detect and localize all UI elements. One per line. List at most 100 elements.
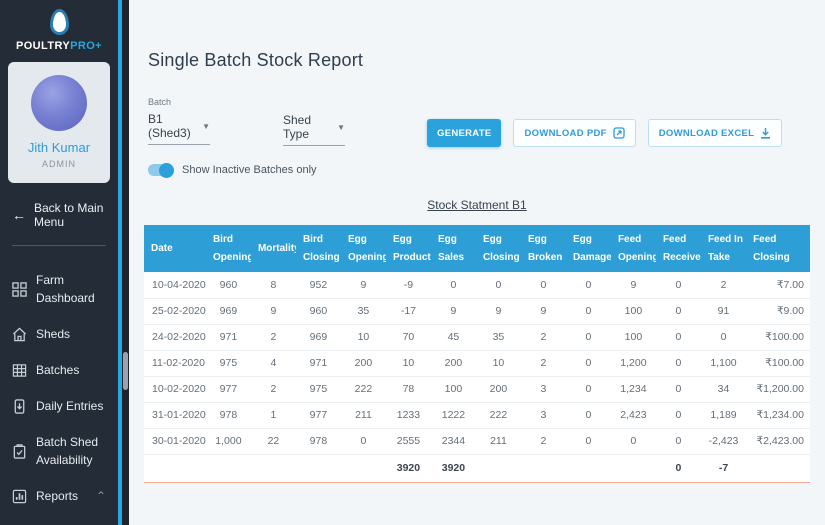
table-cell <box>295 453 341 483</box>
table-cell: -7 <box>700 453 747 483</box>
table-cell: 0 <box>655 428 701 455</box>
sidebar-item-daily-entries[interactable]: Daily Entries <box>0 388 118 424</box>
sidebar-item-label: Batch Shed Availability <box>36 435 99 467</box>
table-cell: 25-02-2020 <box>144 298 206 325</box>
sidebar-menu: Farm Dashboard Sheds Batches Daily Entri… <box>0 254 118 525</box>
table-cell: 971 <box>295 350 341 377</box>
table-cell: ₹7.00 <box>746 272 810 299</box>
table-cell: ₹1,200.00 <box>746 376 810 403</box>
table-row: 24-02-2020 971 2 969 10 70 45 35 2 0 100 0 0 ₹100.00 <box>144 324 810 351</box>
table-cell: 1,234 <box>610 376 656 403</box>
table-cell: 9 <box>340 272 386 299</box>
table-cell: 0 <box>655 324 701 351</box>
table-cell: 969 <box>205 298 251 325</box>
table-cell: 9 <box>475 298 521 325</box>
sidebar-scrollbar[interactable] <box>122 0 129 525</box>
table-cell: 200 <box>340 350 386 377</box>
table-cell: 9 <box>610 272 656 299</box>
table-cell: 0 <box>655 272 701 299</box>
download-pdf-button[interactable]: DOWNLOAD PDF <box>513 119 636 147</box>
table-cell: 0 <box>655 376 701 403</box>
toggle-knob <box>159 162 174 178</box>
table-cell <box>250 453 296 483</box>
table-cell: 211 <box>340 402 386 429</box>
sidebar-item-label: Sheds <box>36 327 71 341</box>
chevron-up-icon[interactable]: ⌃ <box>95 489 106 503</box>
table-cell: 3920 <box>385 453 431 483</box>
profile-card: Jith Kumar ADMIN <box>8 62 110 183</box>
table-cell: 222 <box>475 402 521 429</box>
table-cell: 969 <box>295 324 341 351</box>
main-content: Single Batch Stock Report Batch B1 (Shed… <box>129 0 825 525</box>
table-cell: 3 <box>520 376 566 403</box>
sidebar-item-batches[interactable]: Batches <box>0 352 118 388</box>
table-cell: 960 <box>205 272 251 299</box>
table-cell: 978 <box>295 428 341 455</box>
report-table-head: Date Bird Opening Mortality Bird Closing Egg… <box>144 225 810 272</box>
table-cell: 975 <box>205 350 251 377</box>
table-cell: 1,100 <box>700 350 747 377</box>
table-cell: -17 <box>385 298 431 325</box>
shed-type-select[interactable]: Shed Type ▼ <box>283 113 345 146</box>
report-subtitle-text: Stock Statment B1 <box>427 198 527 212</box>
table-cell: 30-01-2020 <box>144 428 206 455</box>
table-cell: 2344 <box>430 428 476 455</box>
table-cell: 10-04-2020 <box>144 272 206 299</box>
table-cell: 11-02-2020 <box>144 350 206 377</box>
generate-button-label: GENERATE <box>437 127 492 139</box>
batch-field: Batch B1 (Shed3) ▼ <box>148 97 210 145</box>
sidebar-scrollbar-thumb[interactable] <box>123 352 128 390</box>
table-cell: 977 <box>295 402 341 429</box>
table-cell: 0 <box>610 428 656 455</box>
table-cell: 977 <box>205 376 251 403</box>
table-cell: ₹1,234.00 <box>746 402 810 429</box>
table-cell: 100 <box>610 324 656 351</box>
table-cell: 0 <box>565 272 611 299</box>
table-cell: 0 <box>520 272 566 299</box>
table-cell: 2555 <box>385 428 431 455</box>
dashboard-icon <box>12 281 27 297</box>
table-cell <box>340 453 386 483</box>
sidebar-item-sheds[interactable]: Sheds <box>0 316 118 352</box>
table-cell: 0 <box>565 428 611 455</box>
table-cell: 0 <box>340 428 386 455</box>
table-cell: 200 <box>475 376 521 403</box>
batch-select-value: B1 (Shed3) <box>148 112 191 140</box>
profile-name: Jith Kumar <box>27 140 91 155</box>
table-cell: 91 <box>700 298 747 325</box>
download-excel-button[interactable]: DOWNLOAD EXCEL <box>647 119 783 147</box>
back-label: Back to Main Menu <box>34 201 104 229</box>
sidebar-item-batch-shed-availability[interactable]: Batch Shed Availability <box>0 424 118 478</box>
download-icon <box>761 128 771 139</box>
table-cell: 34 <box>700 376 747 403</box>
table-cell: 10-02-2020 <box>144 376 206 403</box>
table-cell: 10 <box>385 350 431 377</box>
table-cell: 2 <box>520 324 566 351</box>
sidebar-item-reports[interactable]: Reports ⌃ <box>0 478 118 514</box>
sidebar-item-farm-dashboard[interactable]: Farm Dashboard <box>0 262 118 316</box>
table-cell: 3 <box>520 402 566 429</box>
table-cell: -2,423 <box>700 428 747 455</box>
table-cell: 0 <box>655 350 701 377</box>
table-row: 25-02-2020 969 9 960 35 -17 9 9 9 0 100 0 91 ₹9.00 <box>144 298 810 325</box>
table-cell: 2 <box>250 376 296 403</box>
table-cell: 9 <box>250 298 296 325</box>
sidebar-subitem-single-batch-stock[interactable]: Single Batch Stock <box>0 514 118 525</box>
table-cell: 978 <box>205 402 251 429</box>
show-inactive-toggle[interactable] <box>148 162 174 178</box>
report-table-head-row: Date Bird Opening Mortality Bird Closing Egg… <box>144 225 810 272</box>
batch-select[interactable]: B1 (Shed3) ▼ <box>148 112 210 145</box>
back-to-main-menu[interactable]: ← Back to Main Menu <box>0 183 118 243</box>
table-cell <box>610 453 656 483</box>
table-cell: 960 <box>295 298 341 325</box>
table-cell: ₹9.00 <box>746 298 810 325</box>
table-cell <box>520 453 566 483</box>
generate-button[interactable]: GENERATE <box>427 119 502 147</box>
table-cell: ₹100.00 <box>746 350 810 377</box>
grid-table-icon <box>12 363 27 377</box>
table-cell: ₹100.00 <box>746 324 810 351</box>
table-cell: 971 <box>205 324 251 351</box>
table-cell: ₹2,423.00 <box>746 428 810 455</box>
sidebar-item-label: Farm Dashboard <box>36 273 95 305</box>
table-cell: 8 <box>250 272 296 299</box>
